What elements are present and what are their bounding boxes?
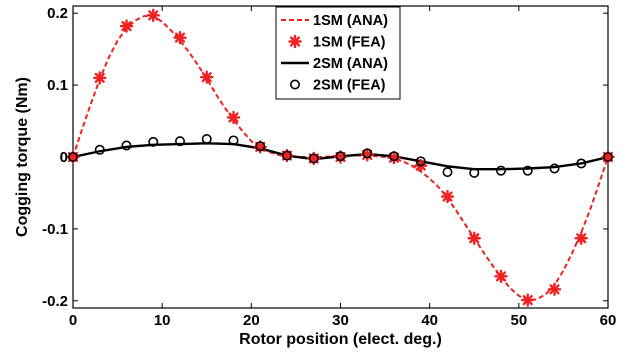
data-point-2sm-fea	[68, 152, 79, 163]
asterisk-stroke	[442, 191, 453, 202]
data-point-2sm-fea	[362, 148, 373, 159]
data-point-1sm-fea	[547, 282, 562, 297]
y-tick-label: 0.1	[47, 77, 68, 94]
data-point-1sm-fea	[119, 19, 134, 33]
data-point-1sm-fea	[226, 110, 241, 125]
x-tick-label: 40	[421, 312, 438, 329]
data-point-2sm-fea	[94, 144, 105, 155]
data-point-2sm-fea	[549, 163, 560, 174]
data-point-1sm-fea	[521, 293, 535, 307]
data-point-1sm-fea	[467, 231, 481, 245]
data-point-2sm-fea	[308, 153, 319, 164]
x-tick-label: 0	[69, 312, 77, 329]
asterisk-stroke	[495, 271, 507, 282]
data-point-2sm-fea	[495, 165, 506, 176]
data-point-1sm-fea	[494, 269, 508, 284]
data-point-2sm-fea	[148, 136, 159, 147]
y-axis-label: Cogging torque (Nm)	[14, 77, 31, 237]
data-point-2sm-fea	[175, 136, 186, 147]
legend-swatch	[288, 34, 302, 49]
y-tick-label: -0.2	[42, 293, 68, 310]
legend-label: 1SM (ANA)	[313, 13, 388, 29]
data-point-1sm-fea	[173, 30, 187, 45]
legend-label: 1SM (FEA)	[313, 35, 386, 51]
data-point-1sm-fea	[93, 71, 107, 85]
data-point-2sm-fea	[228, 135, 239, 146]
x-tick-label: 60	[600, 312, 617, 329]
data-point-2sm-fea	[255, 141, 266, 152]
data-point-2sm-fea	[415, 156, 426, 167]
y-tick-label: 0	[60, 149, 68, 166]
series-layer	[66, 8, 615, 307]
asterisk-stroke	[121, 21, 132, 32]
data-point-2sm-fea	[121, 140, 132, 151]
asterisk-stroke	[94, 72, 105, 83]
legend: 1SM (ANA) 1SM (FEA) 2SM (ANA) 2SM (FEA)	[275, 6, 401, 100]
tick-labels: 0 10 20 30 40 50 60 0.2 0.1 0 -0.1 -0.2	[42, 5, 616, 329]
x-tick-label: 10	[154, 312, 171, 329]
series-line-1sm-ana-	[72, 15, 609, 302]
data-point-1sm-fea	[200, 70, 214, 84]
legend-swatch	[289, 79, 300, 90]
asterisk-stroke	[289, 36, 301, 47]
y-tick-label: -0.1	[42, 221, 68, 238]
asterisk-stroke	[148, 10, 159, 21]
data-point-2sm-fea	[281, 150, 292, 161]
asterisk-stroke	[174, 32, 186, 43]
data-point-2sm-fea	[469, 167, 480, 178]
data-point-1sm-fea	[440, 189, 455, 204]
x-axis-label: Rotor position (elect. deg.)	[239, 331, 442, 348]
x-tick-label: 30	[332, 312, 349, 329]
asterisk-stroke	[522, 295, 533, 306]
legend-box	[275, 6, 401, 100]
data-point-2sm-fea	[335, 151, 346, 162]
x-tick-label: 50	[510, 312, 527, 329]
asterisk-stroke	[201, 72, 212, 83]
data-point-1sm-fea	[574, 231, 588, 245]
data-point-2sm-fea	[388, 151, 399, 162]
data-point-2sm-fea	[602, 152, 613, 163]
asterisk-stroke	[549, 284, 560, 295]
legend-label: 2SM (ANA)	[313, 56, 388, 72]
data-point-2sm-fea	[201, 134, 212, 145]
data-point-2sm-fea	[576, 158, 587, 169]
asterisk-stroke	[469, 233, 480, 244]
data-point-2sm-fea	[442, 167, 453, 178]
legend-label: 2SM (FEA)	[313, 78, 386, 94]
asterisk-stroke	[228, 112, 239, 123]
data-point-1sm-fea	[146, 8, 160, 23]
asterisk-stroke	[576, 233, 587, 244]
y-tick-label: 0.2	[47, 5, 68, 22]
data-point-2sm-fea	[522, 165, 533, 176]
x-tick-label: 20	[243, 312, 260, 329]
